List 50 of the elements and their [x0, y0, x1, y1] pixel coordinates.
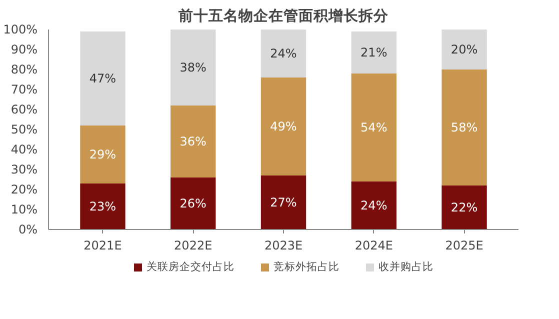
bar: [80, 184, 126, 230]
data-label: 27%: [270, 196, 297, 210]
bar: [260, 78, 306, 176]
data-label: 49%: [270, 120, 297, 134]
bar: [351, 32, 396, 74]
y-tick-label: 10%: [10, 202, 38, 216]
bar: [442, 70, 487, 186]
y-tick-label: 0%: [18, 222, 38, 236]
x-tick-label: 2025E: [445, 238, 484, 252]
y-tick-label: 50%: [10, 122, 38, 136]
data-label: 36%: [180, 134, 206, 148]
y-tick-label: 80%: [10, 62, 38, 76]
bar: [80, 126, 126, 184]
bar: [442, 30, 487, 70]
data-label: 21%: [360, 46, 388, 60]
data-label: 22%: [450, 200, 478, 214]
data-label: 29%: [89, 148, 116, 162]
bar: [442, 186, 487, 230]
data-label: 47%: [89, 72, 116, 86]
chart-title: 前十五名物企在管面积增长拆分: [178, 8, 390, 24]
x-tick-label: 2022E: [174, 238, 212, 252]
y-tick-label: 60%: [10, 102, 38, 116]
legend-label: 关联房企交付占比: [146, 260, 234, 274]
y-tick-label: 70%: [10, 82, 38, 96]
x-tick-label: 2023E: [264, 238, 303, 252]
data-label: 54%: [360, 120, 388, 134]
legend-label: 收并购占比: [378, 260, 434, 274]
bar: [260, 30, 306, 78]
legend-label: 竞标外拓占比: [274, 260, 340, 274]
data-label: 38%: [180, 60, 206, 74]
y-tick-label: 30%: [10, 162, 38, 176]
data-label: 58%: [450, 120, 478, 134]
data-label: 24%: [270, 46, 297, 60]
bar: [80, 32, 126, 126]
x-tick-label: 2024E: [354, 238, 393, 252]
bar: [170, 106, 216, 178]
bar: [351, 182, 396, 230]
data-label: 23%: [89, 200, 116, 214]
data-label: 26%: [180, 196, 206, 210]
bar: [170, 30, 216, 106]
y-tick-label: 90%: [10, 42, 38, 56]
data-label: 24%: [360, 198, 388, 212]
bar: [170, 178, 216, 230]
x-tick-label: 2021E: [84, 238, 122, 252]
data-label: 20%: [450, 42, 478, 56]
y-tick-label: 100%: [3, 22, 38, 36]
bar: [351, 74, 396, 182]
bar: [260, 176, 306, 230]
y-tick-label: 40%: [10, 142, 38, 156]
y-tick-label: 20%: [10, 182, 38, 196]
